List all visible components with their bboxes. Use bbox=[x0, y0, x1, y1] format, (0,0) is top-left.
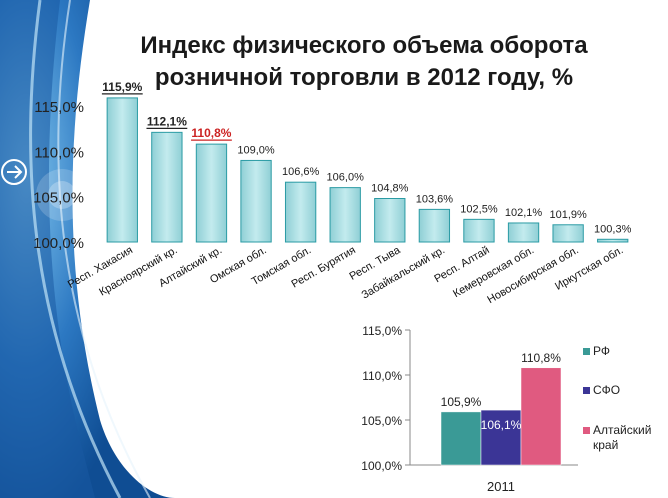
slide-title-line1: Индекс физического объема оборота bbox=[140, 32, 588, 59]
bar bbox=[106, 97, 138, 243]
bar bbox=[151, 131, 183, 243]
bar bbox=[597, 238, 629, 243]
data-label: 109,0% bbox=[237, 144, 275, 156]
bar bbox=[240, 159, 272, 243]
data-label: 104,8% bbox=[371, 183, 409, 195]
data-label: 106,6% bbox=[282, 166, 320, 178]
regional-index-chart: 100,0%105,0%110,0%115,0%115,9%Респ. Хака… bbox=[33, 80, 631, 306]
legend-swatch bbox=[583, 427, 590, 434]
data-label: 106,0% bbox=[327, 172, 365, 184]
bar bbox=[374, 198, 406, 243]
legend-label: СФО bbox=[593, 383, 620, 397]
data-label: 103,6% bbox=[416, 193, 454, 205]
y-tick-label: 105,0% bbox=[361, 414, 402, 428]
data-label: 106,1% bbox=[481, 418, 522, 432]
bar bbox=[463, 218, 495, 243]
x-tick-label: 2011 bbox=[487, 479, 515, 494]
y-tick-label: 105,0% bbox=[33, 190, 84, 207]
y-tick-label: 100,0% bbox=[33, 235, 84, 252]
data-label: 112,1% bbox=[147, 114, 187, 128]
data-label: 105,9% bbox=[441, 395, 482, 409]
bar bbox=[520, 367, 562, 466]
arrow-right-icon bbox=[1, 159, 27, 185]
data-label: 102,5% bbox=[460, 203, 498, 215]
bar bbox=[329, 187, 361, 243]
legend-swatch bbox=[583, 348, 590, 355]
data-label: 115,9% bbox=[102, 80, 142, 94]
bar bbox=[507, 222, 540, 243]
y-tick-label: 115,0% bbox=[362, 324, 402, 338]
x-tick-label: Забайкальский кр. bbox=[360, 244, 447, 301]
bar bbox=[552, 224, 584, 243]
comparison-chart-2011: 100,0% 105,0% 110,0% 115,0% 105,9% 106,1% 110,… bbox=[361, 324, 651, 494]
data-label: 110,8% bbox=[191, 126, 231, 140]
y-tick-label: 115,0% bbox=[34, 99, 84, 116]
legend-swatch bbox=[583, 387, 590, 394]
data-label: 110,8% bbox=[521, 351, 561, 365]
y-tick-label: 100,0% bbox=[361, 459, 402, 473]
legend-label: РФ bbox=[593, 344, 610, 358]
bar bbox=[195, 143, 228, 243]
background-decoration bbox=[0, 0, 175, 498]
data-label: 100,3% bbox=[594, 223, 632, 235]
y-tick-label: 110,0% bbox=[362, 369, 402, 383]
bar bbox=[440, 411, 482, 466]
x-tick-label: Красноярский кр. bbox=[97, 244, 179, 298]
minus-icon bbox=[86, 139, 108, 161]
bar bbox=[418, 208, 451, 243]
y-tick-label: 110,0% bbox=[34, 144, 84, 161]
data-label: 102,1% bbox=[505, 207, 543, 219]
legend-label: край bbox=[593, 438, 618, 452]
legend-label: Алтайский bbox=[593, 423, 651, 437]
bar bbox=[284, 181, 317, 243]
slide-title-line2: розничной торговли в 2012 году, % bbox=[155, 64, 573, 91]
data-label: 101,9% bbox=[549, 209, 587, 221]
